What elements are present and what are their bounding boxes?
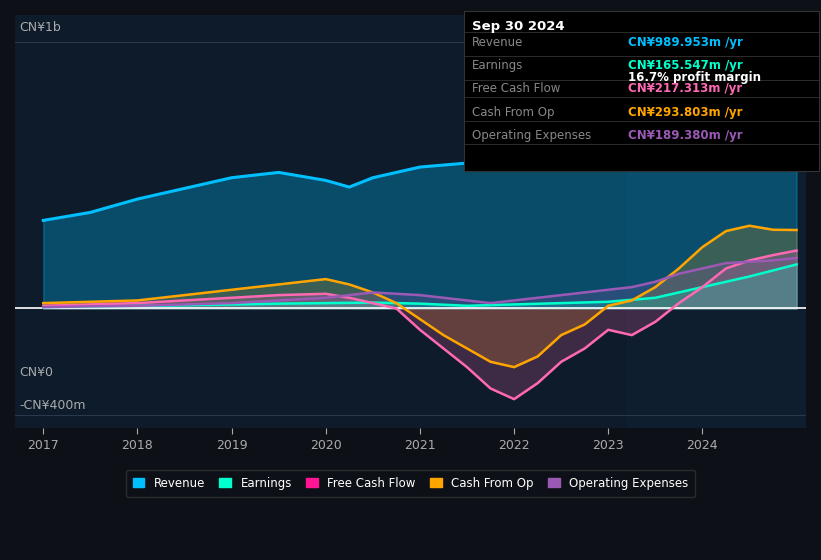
- Legend: Revenue, Earnings, Free Cash Flow, Cash From Op, Operating Expenses: Revenue, Earnings, Free Cash Flow, Cash …: [126, 470, 695, 497]
- Text: -CN¥400m: -CN¥400m: [19, 399, 85, 412]
- Text: Revenue: Revenue: [472, 36, 524, 49]
- Text: 16.7% profit margin: 16.7% profit margin: [628, 71, 761, 83]
- Text: CN¥293.803m /yr: CN¥293.803m /yr: [628, 106, 742, 119]
- Text: CN¥165.547m /yr: CN¥165.547m /yr: [628, 59, 743, 72]
- Text: CN¥189.380m /yr: CN¥189.380m /yr: [628, 129, 743, 142]
- Text: Free Cash Flow: Free Cash Flow: [472, 82, 561, 95]
- Text: CN¥989.953m /yr: CN¥989.953m /yr: [628, 36, 743, 49]
- Text: Cash From Op: Cash From Op: [472, 106, 554, 119]
- Text: CN¥0: CN¥0: [19, 366, 53, 379]
- Text: CN¥217.313m /yr: CN¥217.313m /yr: [628, 82, 742, 95]
- Text: CN¥1b: CN¥1b: [19, 21, 61, 34]
- Bar: [627, 15, 806, 428]
- Text: Earnings: Earnings: [472, 59, 524, 72]
- Text: Operating Expenses: Operating Expenses: [472, 129, 591, 142]
- Text: Sep 30 2024: Sep 30 2024: [472, 20, 565, 32]
